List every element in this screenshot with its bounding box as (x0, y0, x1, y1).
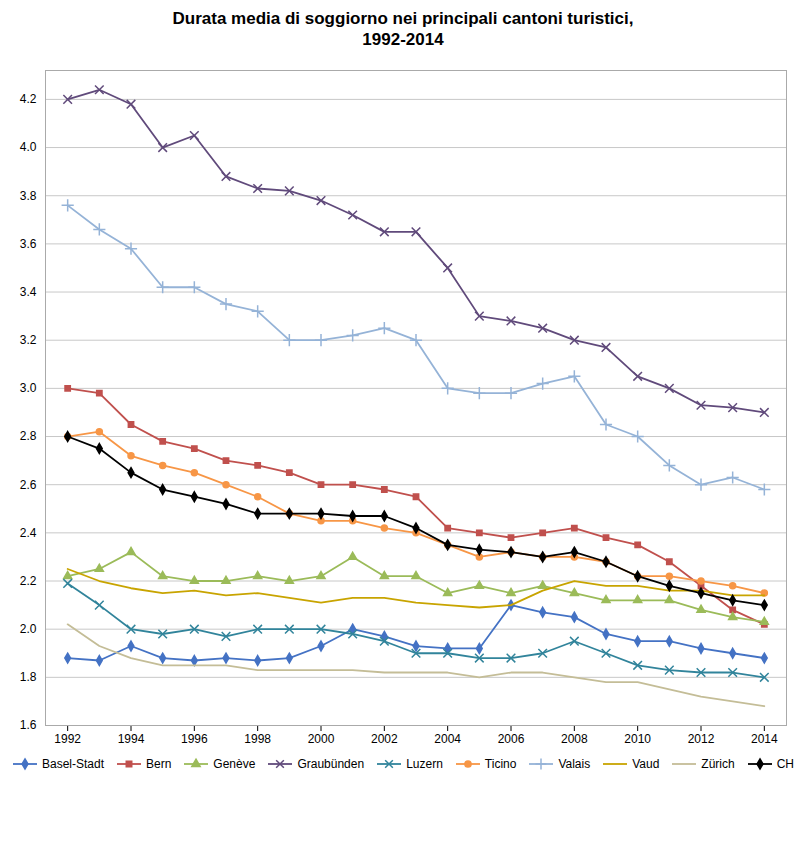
svg-text:2010: 2010 (624, 732, 651, 746)
html-text:Bern: Bern (146, 756, 172, 771)
svg-text:3.6: 3.6 (20, 236, 37, 250)
svg-text:4.0: 4.0 (20, 140, 37, 154)
svg-text:2002: 2002 (371, 732, 398, 746)
svg-text:2.2: 2.2 (20, 573, 37, 587)
svg-text:2008: 2008 (561, 732, 588, 746)
svg-text:3.2: 3.2 (20, 333, 37, 347)
svg-text:2.0: 2.0 (20, 622, 37, 636)
svg-text:3.0: 3.0 (20, 381, 37, 395)
html-text:Durata media di soggiorno nei: Durata media di soggiorno nei principali… (172, 9, 634, 50)
svg-text:2006: 2006 (498, 732, 525, 746)
svg-text:1.8: 1.8 (20, 670, 37, 684)
html-text:Ticino: Ticino (484, 756, 517, 771)
svg-text:1992: 1992 (54, 732, 81, 746)
svg-text:4.2: 4.2 (20, 92, 37, 106)
html-text:Genève: Genève (213, 756, 256, 771)
svg-text:1998: 1998 (244, 732, 271, 746)
html-text:CH: CH (776, 756, 794, 771)
html-text:Basel-Stadt: Basel-Stadt (42, 756, 104, 771)
svg-text:2012: 2012 (688, 732, 715, 746)
svg-text:2.4: 2.4 (20, 525, 37, 539)
html-text:Luzern: Luzern (406, 756, 443, 771)
html-text:Valais: Valais (558, 756, 591, 771)
html-text:Zürich: Zürich (701, 756, 735, 771)
svg-text:1.6: 1.6 (20, 718, 37, 732)
svg-text:2.6: 2.6 (20, 477, 37, 491)
html-text:Vaud: Vaud (632, 756, 660, 771)
svg-text:3.4: 3.4 (20, 284, 37, 298)
svg-text:2014: 2014 (751, 732, 778, 746)
svg-text:2004: 2004 (434, 732, 461, 746)
svg-text:3.8: 3.8 (20, 188, 37, 202)
html-text:Graubünden: Graubünden (297, 756, 365, 771)
svg-text:1996: 1996 (181, 732, 208, 746)
svg-text:2.8: 2.8 (20, 429, 37, 443)
svg-text:2000: 2000 (308, 732, 335, 746)
svg-text:1994: 1994 (118, 732, 145, 746)
